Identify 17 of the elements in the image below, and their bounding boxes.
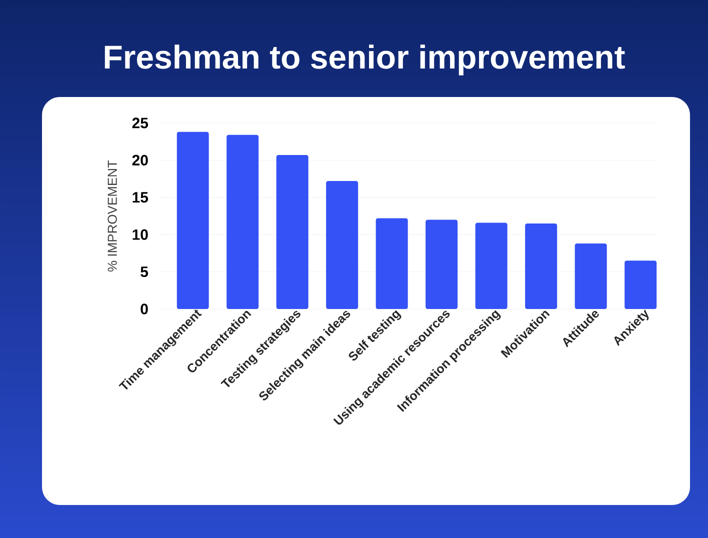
y-tick-label: 10 — [132, 229, 148, 240]
y-tick-label: 20 — [132, 154, 148, 166]
bar — [426, 220, 458, 309]
bar — [276, 154, 308, 309]
chart-title: Freshman to senior improvement — [104, 44, 625, 76]
bar — [475, 222, 508, 309]
bar — [525, 223, 558, 309]
y-tick-label: 5 — [140, 266, 148, 278]
bar — [326, 181, 358, 309]
bar — [376, 218, 408, 309]
y-tick-label: 15 — [132, 192, 148, 203]
bar — [574, 244, 607, 309]
y-axis-title: % IMPROVEMENT — [108, 160, 117, 272]
bar — [624, 260, 657, 309]
bar — [226, 134, 259, 309]
bar — [176, 132, 209, 309]
y-tick-label: 25 — [132, 118, 148, 128]
